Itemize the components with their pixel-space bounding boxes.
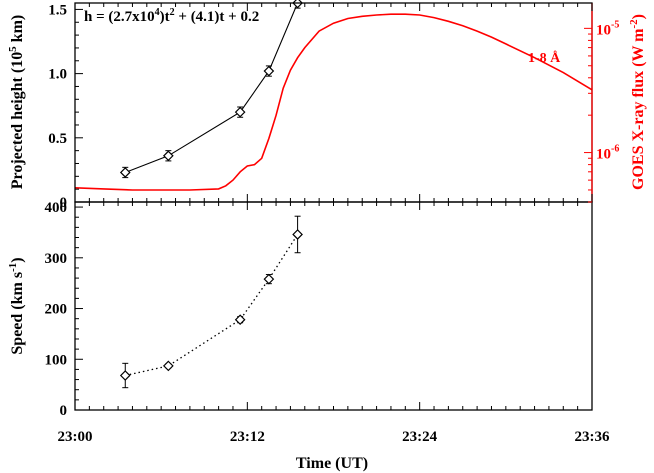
x-tick-label: 23:24: [402, 429, 437, 445]
speed-point: [162, 360, 174, 372]
goes-y-tick-label: 10-5: [596, 19, 619, 38]
fit-equation: h = (2.7x104)t2 + (4.1)t + 0.2: [84, 7, 259, 25]
height-point: [119, 167, 131, 178]
bottom-ylabel-exp: -1: [7, 263, 19, 272]
goes-y-tick-exp: -6: [611, 144, 619, 155]
goes-y-tick-base: 10: [596, 22, 611, 38]
plot-layer: 1-8 Å 23:00 23:12 23:24 23:36 0 0.5 1.0 1.5 0 100 2…: [45, 0, 619, 445]
speed-point: [292, 229, 303, 240]
fit-equation-base: h = (2.7x10: [84, 9, 155, 25]
goes-y-tick-exp: -5: [611, 19, 619, 30]
goes-ylabel: GOES X-ray flux (W m-2): [628, 14, 647, 190]
top-y-tick-label: 1.5: [48, 2, 67, 18]
bottom-panel-frame: [74, 201, 593, 411]
height-point: [162, 150, 174, 162]
bottom-y-tick-label: 300: [45, 251, 68, 267]
top-ylabel-exp: 5: [7, 46, 19, 52]
fit-equation-exp1: 4: [155, 7, 160, 18]
x-tick-label: 23:00: [58, 429, 93, 445]
height-point: [263, 65, 275, 77]
top-ylabel-unit: km): [9, 15, 26, 47]
goes-y-tick-label: 10-6: [596, 144, 619, 163]
goes-ylabel-main: GOES X-ray flux (W m: [630, 28, 647, 190]
speed-point: [263, 273, 275, 285]
bottom-ylabel-unit: ): [9, 257, 26, 262]
height-point: [234, 106, 246, 118]
goes-y-tick-base: 10: [596, 147, 611, 163]
speed-point: [119, 370, 131, 381]
bottom-y-tick-label: 400: [45, 200, 68, 216]
top-y-tick-label: 0: [60, 195, 68, 211]
height-fit-line: [125, 3, 299, 174]
bottom-ylabel: Speed (km s-1): [7, 257, 26, 354]
fit-equation-mid: )t: [160, 9, 170, 25]
x-axis-label: Time (UT): [296, 455, 368, 472]
height-point: [292, 0, 303, 9]
speed-dotted-line: [125, 234, 299, 377]
top-ylabel-main: Projected height (10: [9, 52, 26, 189]
bottom-ylabel-main: Speed (km s: [9, 272, 26, 355]
goes-series-label: 1-8 Å: [528, 50, 561, 66]
top-y-tick-label: 0.5: [48, 131, 67, 147]
top-y-tick-label: 1.0: [48, 67, 67, 83]
fit-equation-exp2: 2: [170, 7, 175, 18]
bottom-y-tick-label: 0: [60, 403, 68, 419]
bottom-y-tick-label: 200: [45, 302, 68, 318]
fit-equation-tail: + (4.1)t + 0.2: [175, 9, 260, 25]
bottom-y-tick-label: 100: [45, 352, 68, 368]
x-tick-label: 23:36: [575, 429, 610, 445]
goes-ylabel-exp: -2: [628, 19, 640, 29]
top-panel-frame: [74, 2, 593, 203]
goes-ylabel-unit: ): [630, 14, 647, 19]
goes-flux-line: [75, 13, 592, 191]
x-tick-label: 23:12: [230, 429, 265, 445]
top-ylabel: Projected height (105 km): [7, 15, 26, 190]
speed-point: [234, 314, 246, 326]
